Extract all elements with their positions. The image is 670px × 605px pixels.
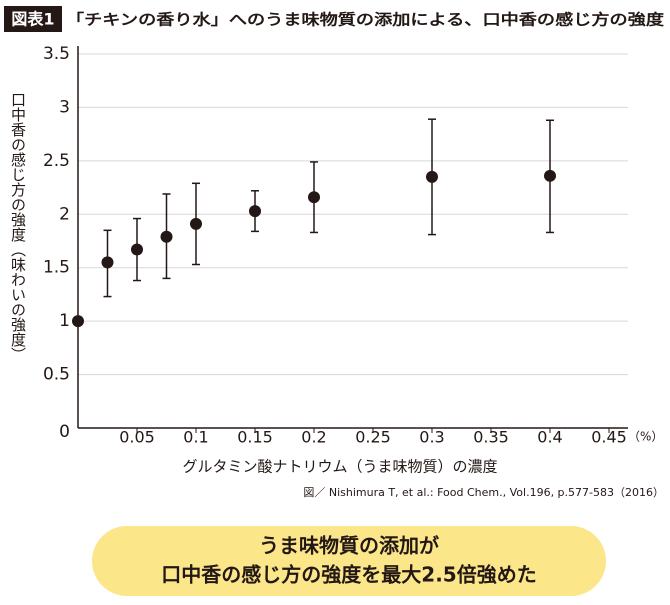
- callout-box: [92, 526, 606, 596]
- y-tick-label: 2: [59, 204, 70, 224]
- badge-box: [4, 6, 62, 32]
- chart-title: 「チキンの香り水」へのうま味物質の添加による、口中香の感じ方の強度: [66, 11, 665, 29]
- y-tick-label: 0.5: [43, 365, 70, 385]
- point: [426, 170, 438, 183]
- x-tick-label: 0.3: [419, 428, 444, 447]
- x-axis-label: グルタミン酸ナトリウム（うま味物質）の濃度: [182, 458, 497, 476]
- x-unit: （%）: [628, 430, 663, 444]
- y-tick-label: 0: [59, 422, 70, 442]
- x-tick-label: 0.4: [537, 428, 562, 447]
- y-tick-label: 1.5: [43, 258, 70, 278]
- source: 図／ Nishimura T, et al.: Food Chem., Vol.…: [303, 486, 664, 499]
- point: [190, 217, 202, 230]
- callout-line: 口中香の感じ方の強度を最大2.5倍強めた: [161, 563, 536, 587]
- y-tick-label: 3.5: [43, 44, 70, 64]
- point: [308, 191, 320, 204]
- point: [72, 315, 84, 328]
- callout-line: うま味物質の添加が: [259, 534, 439, 558]
- y-tick-label: 2.5: [43, 151, 70, 171]
- point: [101, 256, 114, 269]
- x-tick-label: 0.1: [183, 428, 208, 447]
- x-tick-label: 0.15: [237, 428, 273, 447]
- x-tick-label: 0.25: [355, 428, 391, 447]
- y-axis-label: 口中香の感じ方の強度（味わいの強度）: [9, 92, 27, 362]
- point: [160, 230, 173, 243]
- y-tick-label: 1: [59, 311, 70, 331]
- x-tick-label: 0.35: [473, 428, 509, 447]
- point: [249, 205, 261, 218]
- point: [544, 169, 556, 182]
- y-tick-label: 3: [59, 97, 70, 117]
- x-tick-label: 0.05: [119, 428, 155, 447]
- point: [131, 243, 143, 256]
- x-tick-label: 0.2: [301, 428, 326, 447]
- x-tick-label: 0.45: [591, 428, 627, 447]
- badge: 図表1: [11, 10, 54, 29]
